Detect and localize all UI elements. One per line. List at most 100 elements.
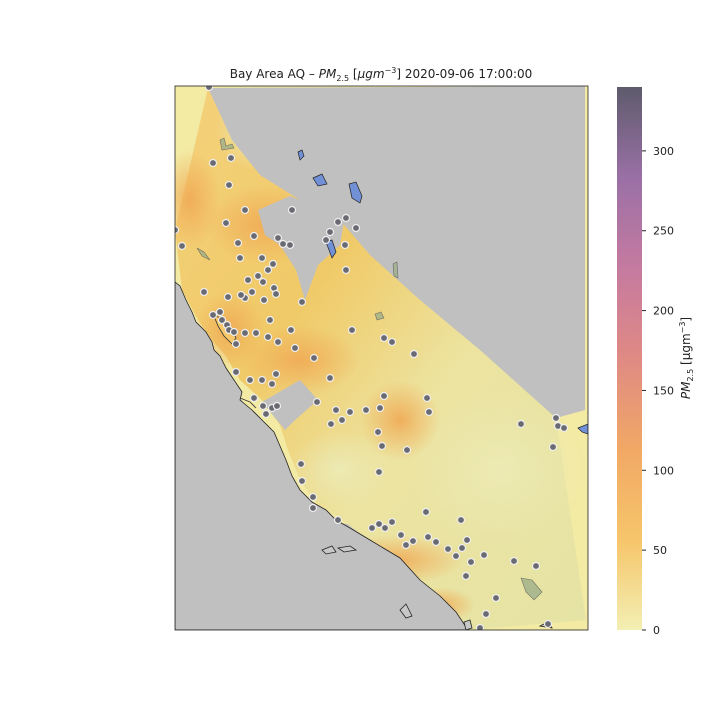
station-marker: [308, 503, 318, 513]
station-marker: [236, 290, 246, 300]
station-marker: [543, 619, 553, 629]
lake: [374, 311, 385, 321]
station-marker: [217, 315, 227, 325]
station-marker: [431, 537, 441, 547]
station-marker: [377, 441, 387, 451]
station-marker: [229, 327, 239, 337]
station-marker: [380, 523, 390, 533]
station-marker: [333, 217, 343, 227]
no-data-region: [262, 380, 318, 430]
station-marker: [258, 401, 268, 411]
station-marker: [423, 532, 433, 542]
station-marker: [401, 540, 411, 550]
station-marker: [224, 180, 234, 190]
lake: [520, 577, 543, 601]
station-marker: [223, 292, 233, 302]
station-marker: [253, 271, 263, 281]
station-marker: [462, 535, 472, 545]
station-marker: [265, 315, 275, 325]
colorbar-tick-label: 0: [653, 624, 660, 637]
station-marker: [287, 205, 297, 215]
station-marker: [408, 536, 418, 546]
station-marker: [290, 343, 300, 353]
station-marker: [340, 240, 350, 250]
station-marker: [516, 419, 526, 429]
island: [399, 603, 413, 619]
station-marker: [271, 289, 281, 299]
lake-tahoe: [348, 181, 363, 204]
station-marker: [267, 379, 277, 389]
colorbar-tick-label: 150: [653, 384, 674, 397]
map-title: Bay Area AQ – PM2.5 [μgm−3] 2020-09-06 1…: [230, 66, 533, 83]
station-marker: [308, 492, 318, 502]
station-marker: [321, 235, 331, 245]
station-marker: [258, 277, 268, 287]
station-marker: [373, 427, 383, 437]
station-marker: [325, 227, 335, 237]
no-data-region: [258, 196, 345, 300]
station-marker: [333, 515, 343, 525]
station-marker: [409, 349, 419, 359]
station-marker: [551, 413, 561, 423]
station-marker: [257, 253, 267, 263]
station-marker: [204, 86, 214, 92]
ocean-coast: [175, 281, 469, 630]
station-marker: [247, 287, 257, 297]
lake: [297, 149, 305, 161]
station-marker: [451, 551, 461, 561]
station-marker: [531, 561, 541, 571]
station-marker: [341, 265, 351, 275]
colorbar: [617, 87, 642, 630]
station-marker: [457, 543, 467, 553]
colorbar-label: PM2.5 [μgm−3]: [678, 317, 695, 399]
station-marker: [479, 550, 489, 560]
station-marker: [379, 391, 389, 401]
station-marker: [481, 609, 491, 619]
station-marker: [259, 295, 269, 305]
station-marker: [273, 233, 283, 243]
station-marker: [231, 339, 241, 349]
station-marker: [285, 240, 295, 250]
station-marker: [233, 238, 243, 248]
station-marker: [351, 223, 361, 233]
station-marker: [268, 259, 278, 269]
station-marker: [456, 515, 466, 525]
station-marker: [251, 328, 261, 338]
station-marker: [337, 415, 347, 425]
station-marker: [559, 423, 569, 433]
cool-zone: [290, 430, 390, 510]
station-marker: [240, 328, 250, 338]
station-marker: [491, 593, 501, 603]
station-marker: [243, 275, 253, 285]
station-marker: [175, 225, 180, 235]
station-marker: [347, 325, 357, 335]
station-marker: [235, 253, 245, 263]
station-marker: [263, 332, 273, 342]
station-marker: [375, 403, 385, 413]
station-marker: [387, 337, 397, 347]
station-marker: [331, 405, 341, 415]
station-marker: [249, 393, 259, 403]
station-marker: [208, 310, 218, 320]
station-marker: [361, 405, 371, 415]
station-marker: [240, 205, 250, 215]
map-frame: [174, 85, 589, 631]
station-marker: [325, 373, 335, 383]
colorbar-tick-label: 200: [653, 305, 674, 318]
station-marker: [422, 393, 432, 403]
station-marker: [374, 467, 384, 477]
station-marker: [326, 419, 336, 429]
lake: [577, 423, 588, 435]
station-marker: [271, 369, 281, 379]
station-marker: [263, 265, 273, 275]
station-marker: [461, 571, 471, 581]
station-marker: [424, 407, 434, 417]
lake: [392, 261, 399, 279]
station-marker: [379, 333, 389, 343]
station-marker: [296, 459, 306, 469]
station-marker: [374, 519, 384, 529]
colorbar-tick-label: 100: [653, 464, 674, 477]
map-area: [175, 86, 588, 630]
lake: [196, 247, 211, 261]
station-marker: [312, 397, 322, 407]
